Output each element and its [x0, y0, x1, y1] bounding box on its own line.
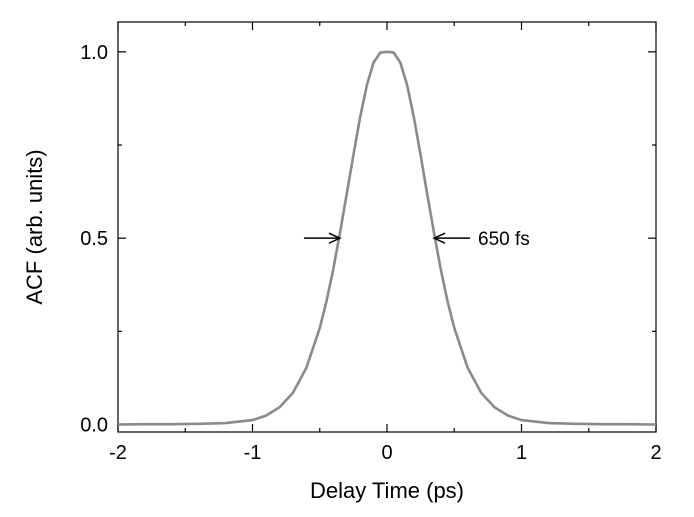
axis-ticks [117, 22, 657, 432]
x-tick-label: -2 [109, 442, 127, 464]
fwhm-arrow-head [328, 232, 342, 244]
y-axis-title: ACF (arb. units) [22, 149, 47, 304]
fwhm-annotation-label: 650 fs [478, 229, 530, 250]
acf-series-line [118, 50, 656, 426]
x-tick-label: 0 [381, 442, 392, 464]
fwhm-arrow-head [432, 232, 446, 244]
x-tick-label: -1 [244, 442, 262, 464]
plot-frame [117, 21, 657, 433]
x-tick-label: 1 [516, 442, 527, 464]
x-tick-label: 2 [650, 442, 661, 464]
x-axis-title: Delay Time (ps) [310, 478, 464, 503]
y-tick-label: 0.0 [80, 415, 108, 437]
annotation-layer: 650 fs [303, 229, 530, 250]
tick-labels: -2 -1 0 1 2 0.0 0.5 1.0 [80, 42, 661, 464]
y-tick-label: 0.5 [80, 228, 108, 250]
y-tick-label: 1.0 [80, 42, 108, 64]
